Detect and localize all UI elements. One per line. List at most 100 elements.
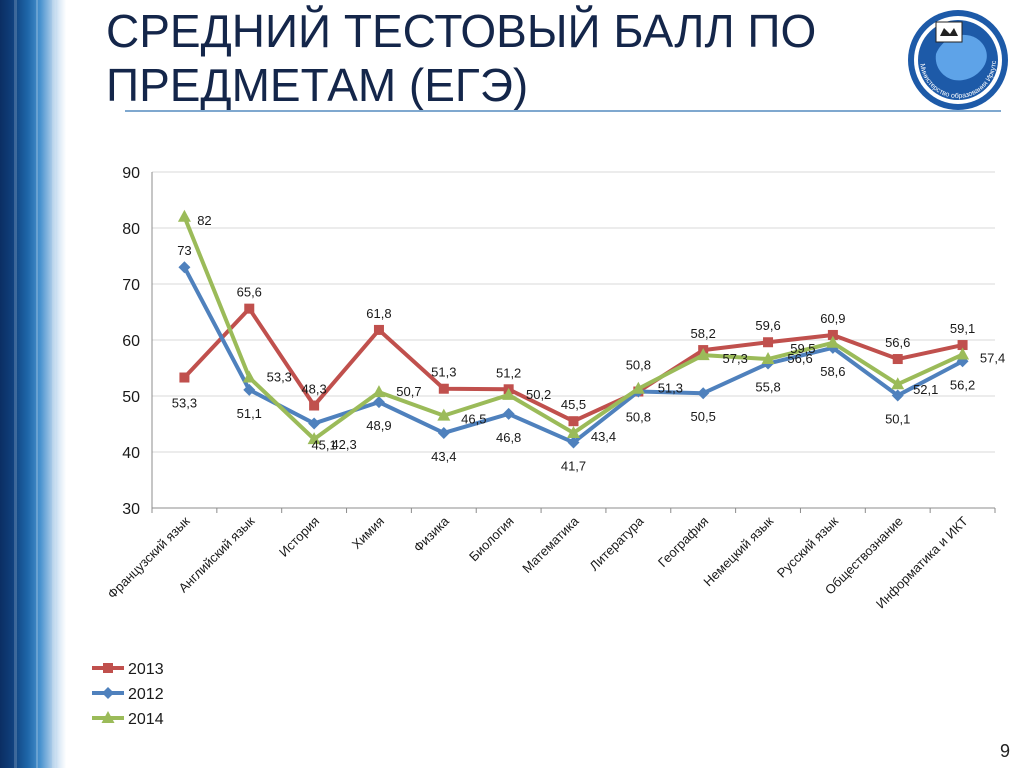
x-category-label: Биология — [466, 514, 517, 565]
data-point — [761, 352, 775, 365]
data-label: 55,8 — [755, 380, 780, 395]
data-label: 50,7 — [396, 384, 421, 399]
data-point — [567, 436, 580, 449]
data-point — [957, 340, 968, 351]
data-point — [567, 425, 580, 438]
decor-stripe — [14, 0, 17, 768]
data-label: 50,2 — [526, 387, 551, 402]
data-point — [696, 348, 710, 361]
legend-label: 2012 — [128, 686, 164, 703]
data-label: 51,3 — [431, 365, 456, 380]
data-point — [372, 385, 386, 398]
decor-stripe — [68, 0, 70, 768]
legend-label: 2014 — [128, 711, 164, 728]
data-label: 60,9 — [820, 311, 845, 326]
data-label: 73 — [177, 243, 191, 258]
x-category-label: История — [276, 514, 322, 560]
data-label: 57,4 — [980, 351, 1005, 366]
data-label: 65,6 — [237, 285, 262, 300]
data-label: 53,3 — [172, 396, 197, 411]
left-decor-band — [0, 0, 92, 768]
decor-stripe — [80, 0, 83, 768]
slide-title-line: СРЕДНИЙ ТЕСТОВЫЙ БАЛЛ ПО — [106, 5, 817, 57]
slide-title: СРЕДНИЙ ТЕСТОВЫЙ БАЛЛ ПО ПРЕДМЕТАМ (ЕГЭ) — [106, 4, 866, 112]
x-category-label: География — [655, 514, 711, 570]
ministry-logo: Министерство образования Иркутской облас… — [906, 8, 1008, 110]
data-label: 50,8 — [626, 410, 651, 425]
data-label: 58,2 — [691, 326, 716, 341]
data-label: 57,3 — [723, 351, 748, 366]
decor-stripe — [52, 0, 56, 768]
series-2012 — [178, 261, 969, 449]
data-label: 45,5 — [561, 397, 586, 412]
data-point — [309, 400, 320, 411]
data-label: 59,5 — [790, 341, 815, 356]
data-label: 48,9 — [366, 418, 391, 433]
legend-item: 2013 — [92, 661, 164, 678]
data-point — [244, 303, 255, 314]
data-point — [372, 396, 385, 409]
data-point — [178, 261, 191, 274]
data-label: 42,3 — [331, 437, 356, 452]
data-point — [438, 383, 449, 394]
y-tick-label: 90 — [122, 165, 140, 182]
data-label: 56,6 — [787, 351, 812, 366]
data-label: 51,2 — [496, 365, 521, 380]
data-point — [697, 387, 710, 400]
x-category-label: Химия — [349, 514, 387, 552]
y-tick-label: 80 — [122, 221, 140, 238]
data-point — [437, 408, 451, 421]
data-point — [502, 387, 516, 400]
decor-stripe — [36, 0, 38, 768]
data-label: 51,3 — [658, 381, 683, 396]
data-label: 58,6 — [820, 364, 845, 379]
y-tick-label: 40 — [122, 445, 140, 462]
data-label: 46,5 — [461, 412, 486, 427]
data-label: 59,1 — [950, 321, 975, 336]
data-point — [631, 381, 645, 394]
y-tick-label: 50 — [122, 389, 140, 406]
series-line — [182, 266, 964, 445]
data-label: 56,6 — [885, 335, 910, 350]
data-point — [437, 426, 450, 439]
y-tick-label: 60 — [122, 333, 140, 350]
legend-label: 2013 — [128, 661, 164, 678]
data-point — [308, 417, 321, 430]
data-point — [763, 337, 774, 348]
data-point — [892, 354, 903, 365]
data-label: 53,3 — [267, 370, 292, 385]
data-label: 43,4 — [431, 449, 456, 464]
title-divider — [125, 110, 1001, 112]
data-label: 82 — [197, 213, 211, 228]
data-label: 52,1 — [913, 382, 938, 397]
data-point — [568, 416, 579, 427]
data-point — [179, 372, 190, 383]
y-tick-label: 70 — [122, 277, 140, 294]
data-point — [891, 389, 904, 402]
data-point — [243, 383, 256, 396]
data-label: 61,8 — [366, 306, 391, 321]
legend-marker — [101, 711, 115, 723]
legend-item: 2014 — [92, 711, 164, 728]
page-number: 9 — [999, 741, 1010, 761]
data-label: 45,1 — [311, 437, 336, 452]
data-point — [891, 377, 905, 390]
slide-title-line: ПРЕДМЕТАМ (ЕГЭ) — [106, 59, 529, 111]
data-label: 46,8 — [496, 430, 521, 445]
data-point — [826, 335, 840, 348]
x-category-label: Немецкий язык — [700, 513, 776, 589]
data-label: 48,3 — [301, 382, 326, 397]
data-point — [956, 347, 970, 360]
data-label: 50,1 — [885, 411, 910, 426]
data-point — [242, 370, 256, 383]
y-tick-label: 30 — [122, 501, 140, 518]
data-point — [177, 209, 191, 222]
data-label: 50,8 — [626, 358, 651, 373]
data-label: 51,1 — [237, 406, 262, 421]
x-category-label: Физика — [411, 513, 453, 555]
legend-marker — [102, 687, 114, 699]
data-label: 43,4 — [591, 429, 616, 444]
data-label: 41,7 — [561, 458, 586, 473]
series-2014 — [177, 209, 970, 445]
